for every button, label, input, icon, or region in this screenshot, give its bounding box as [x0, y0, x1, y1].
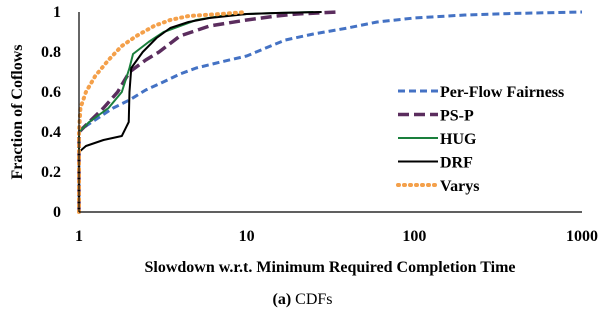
y-tick-label: 0 — [53, 204, 61, 221]
series-line-drf — [78, 11, 322, 212]
x-tick-label: 1000 — [566, 228, 598, 245]
x-tick-labels: 1 10 100 1000 — [75, 228, 598, 245]
series-line-varys — [77, 10, 249, 214]
series-line-ps-p — [77, 10, 338, 212]
caption-tag: (a) — [272, 291, 292, 308]
y-tick-labels: 0 0.2 0.4 0.6 0.8 1 — [41, 4, 61, 221]
figure-caption: (a) CDFs — [0, 291, 605, 309]
legend-label-per-flow-fairness: Per-Flow Fairness — [440, 84, 564, 101]
cdf-chart: 0 0.2 0.4 0.6 0.8 1 1 10 100 1000 Slowdown w.r.t… — [9, 4, 598, 276]
legend-label-hug: HUG — [440, 131, 477, 148]
x-tick-label: 10 — [239, 228, 255, 245]
x-tick-label: 1 — [75, 228, 83, 245]
y-tick-label: 1 — [53, 4, 61, 21]
legend-label-varys: Varys — [440, 178, 479, 195]
y-tick-label: 0.8 — [41, 44, 61, 61]
y-tick-label: 0.2 — [41, 164, 61, 181]
legend-label-drf: DRF — [440, 155, 473, 172]
legend: Per-Flow Fairness PS-P HUG DRF Varys — [396, 84, 564, 195]
plot-lines — [77, 10, 583, 214]
y-tick-label: 0.6 — [41, 84, 61, 101]
y-tick-label: 0.4 — [41, 124, 61, 141]
caption-text: CDFs — [295, 291, 333, 308]
series-line-per-flow-fairness — [77, 10, 583, 212]
x-axis-title: Slowdown w.r.t. Minimum Required Complet… — [144, 259, 515, 276]
legend-label-ps-p: PS-P — [440, 108, 474, 125]
y-axis-title: Fraction of Coflows — [9, 44, 26, 179]
x-tick-label: 100 — [402, 228, 426, 245]
